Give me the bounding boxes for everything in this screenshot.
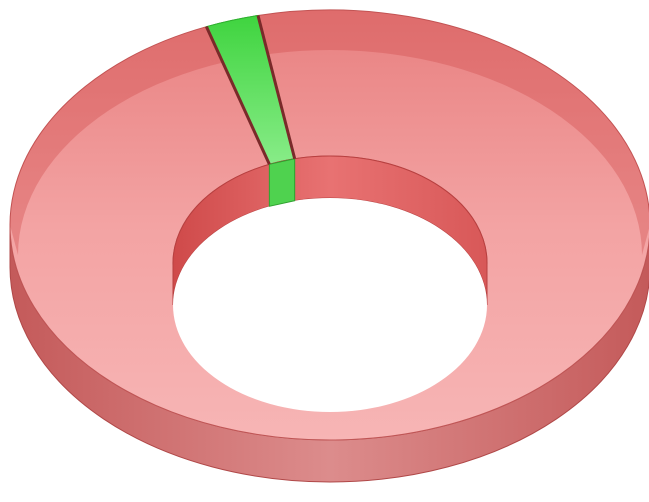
- donut-back-rim-shade: [10, 10, 649, 255]
- slice-red-edge: [256, 15, 297, 160]
- donut-hole: [173, 198, 487, 412]
- slice-green-edge: [205, 26, 271, 165]
- slice-green-inner-wall: [268, 158, 296, 207]
